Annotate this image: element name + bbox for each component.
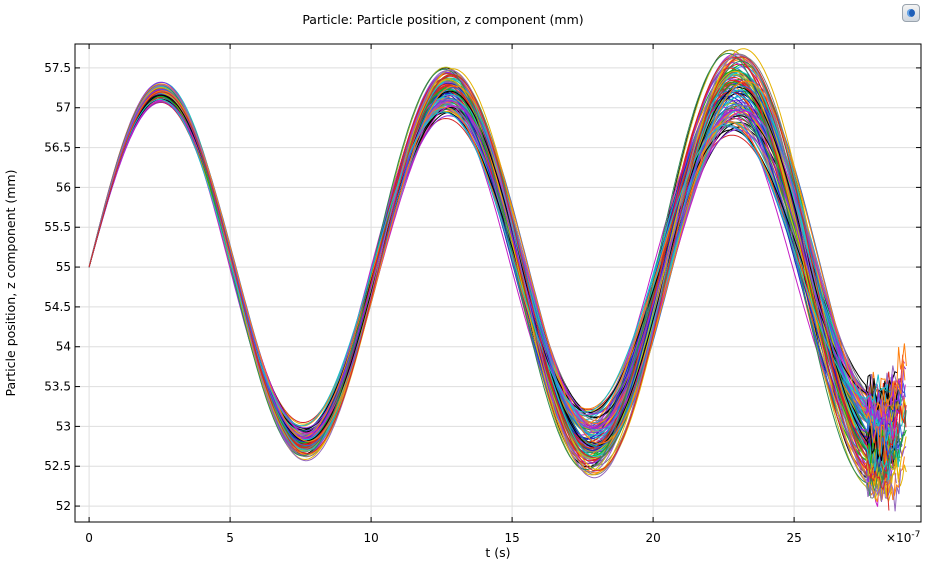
plot-title: Particle: Particle position, z component…	[302, 12, 583, 27]
y-tick-label: 52.5	[44, 459, 71, 473]
y-tick-label: 53.5	[44, 380, 71, 394]
grid-lines	[75, 44, 921, 522]
particle-trajectories	[88, 48, 907, 512]
y-tick-label: 56.5	[44, 141, 71, 155]
particle-trajectory-line	[88, 56, 890, 511]
y-tick-label: 57	[56, 101, 71, 115]
x-tick-label: 5	[226, 531, 234, 545]
y-tick-label: 55.5	[44, 220, 71, 234]
particle-trajectory-line	[88, 53, 907, 496]
y-tick-label: 54.5	[44, 300, 71, 314]
comsol-logo-icon[interactable]	[902, 4, 920, 22]
y-axis-label: Particle position, z component (mm)	[3, 170, 18, 397]
particle-trajectory-line	[88, 92, 906, 441]
x-axis-multiplier: ×10-7	[886, 530, 920, 545]
x-tick-label: 25	[786, 531, 801, 545]
particle-trajectory-line	[88, 59, 905, 502]
x-tick-label: 20	[645, 531, 660, 545]
particle-trajectory-line	[88, 48, 907, 496]
x-tick-label: 15	[504, 531, 519, 545]
x-tick-label: 10	[363, 531, 378, 545]
plot-frame	[74, 43, 922, 523]
x-tick-label: 0	[85, 531, 93, 545]
particle-trajectory-line	[88, 69, 907, 477]
x-axis-label: t (s)	[485, 545, 510, 560]
y-tick-label: 53	[56, 419, 71, 433]
y-tick-label: 55	[56, 260, 71, 274]
y-tick-label: 57.5	[44, 61, 71, 75]
y-tick-label: 52	[56, 499, 71, 513]
particle-trajectory-line	[88, 98, 887, 427]
particle-trajectory-line	[88, 94, 907, 427]
particle-trajectory-line	[88, 62, 906, 485]
y-tick-label: 54	[56, 340, 71, 354]
axis-ticks: 0 5 10 15 20 25 52 52.5 53 53.5 54 54.5 55 55.5 56 56.5…	[44, 44, 921, 545]
y-tick-label: 56	[56, 180, 71, 194]
